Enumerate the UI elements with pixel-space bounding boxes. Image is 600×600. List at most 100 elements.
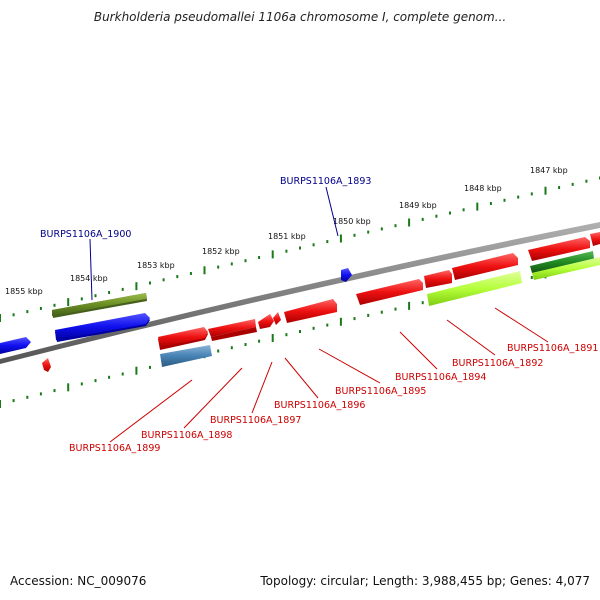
major-tick	[67, 298, 70, 307]
scale-label-1850: 1850 kbp	[333, 217, 371, 226]
minor-tick	[230, 262, 233, 266]
minor-tick	[380, 310, 383, 314]
gene-red-small-left[interactable]	[42, 358, 51, 372]
minor-tick	[149, 281, 151, 285]
gene-1898-red[interactable]	[208, 319, 257, 341]
minor-tick	[394, 307, 397, 311]
minor-tick	[258, 339, 261, 343]
gene-blue-left-edge[interactable]	[0, 337, 31, 354]
minor-tick	[530, 192, 533, 196]
gene-lime-2[interactable]	[532, 257, 600, 280]
gene-label-1898[interactable]: BURPS1106A_1898	[141, 430, 232, 441]
minor-tick	[217, 265, 220, 269]
gene-red-right-b[interactable]	[590, 232, 600, 246]
minor-tick	[299, 246, 301, 250]
minor-tick	[121, 372, 124, 376]
minor-tick	[244, 259, 247, 263]
major-tick	[408, 218, 411, 227]
major-tick	[408, 301, 411, 310]
leader-1896	[284, 357, 319, 399]
gene-lime-1[interactable]	[427, 271, 522, 306]
minor-tick	[299, 330, 301, 333]
scale-label-1847: 1847 kbp	[530, 166, 568, 175]
gene-label-1892[interactable]: BURPS1106A_1892	[452, 358, 543, 369]
gene-1900-olive[interactable]	[52, 293, 147, 318]
scale-label-1852: 1852 kbp	[202, 247, 240, 256]
minor-tick	[258, 256, 261, 259]
map-title: Burkholderia pseudomallei 1106a chromoso…	[93, 10, 507, 24]
minor-tick	[26, 395, 29, 399]
minor-tick	[489, 202, 492, 205]
gene-1897-red[interactable]	[258, 314, 274, 329]
minor-tick	[394, 224, 397, 228]
gene-label-1899[interactable]: BURPS1106A_1899	[69, 443, 160, 454]
minor-tick	[517, 195, 520, 199]
gene-label-1894[interactable]: BURPS1106A_1894	[395, 372, 486, 383]
minor-tick	[585, 179, 588, 183]
gene-1896-red-small[interactable]	[273, 312, 281, 325]
gene-blue-forward[interactable]	[55, 313, 150, 342]
minor-tick	[449, 211, 451, 215]
minor-tick	[367, 313, 370, 317]
chromosome-backbone	[0, 222, 600, 364]
minor-tick	[435, 214, 438, 218]
gene-1892-red[interactable]	[424, 270, 452, 288]
minor-tick	[353, 233, 356, 237]
gene-red-right-a[interactable]	[528, 237, 590, 261]
minor-tick	[121, 287, 124, 291]
gene-1895-red[interactable]	[284, 299, 337, 323]
minor-tick	[217, 349, 220, 353]
leader-1900	[89, 238, 93, 301]
leader-1899	[109, 379, 193, 443]
major-tick	[203, 266, 206, 275]
major-tick	[67, 383, 70, 392]
gene-label-1896[interactable]: BURPS1106A_1896	[274, 400, 365, 411]
minor-tick	[367, 230, 370, 234]
gene-1894-red[interactable]	[356, 279, 423, 305]
leader-1897	[251, 361, 273, 414]
gene-label-1895[interactable]: BURPS1106A_1895	[335, 386, 426, 397]
scale-label-1853: 1853 kbp	[137, 261, 175, 270]
major-tick	[271, 334, 274, 342]
scale-label-1855: 1855 kbp	[5, 287, 43, 296]
minor-tick	[39, 392, 42, 396]
minor-tick	[558, 186, 561, 189]
minor-tick	[244, 343, 247, 346]
minor-tick	[39, 307, 42, 310]
scale-label-1854: 1854 kbp	[70, 274, 108, 283]
minor-tick	[162, 278, 165, 282]
gene-label-1893[interactable]: BURPS1106A_1893	[280, 176, 371, 187]
minor-tick	[94, 379, 97, 383]
minor-tick	[149, 365, 151, 369]
minor-tick	[530, 276, 533, 279]
minor-tick	[326, 240, 329, 244]
accession-text: Accession: NC_009076	[10, 574, 147, 588]
minor-tick	[12, 399, 15, 403]
gene-darkgreen[interactable]	[530, 251, 594, 273]
gene-label-1897[interactable]: BURPS1106A_1897	[210, 415, 301, 426]
gene-label-1900[interactable]: BURPS1106A_1900	[40, 229, 131, 240]
minor-tick	[80, 297, 83, 301]
gene-label-1891[interactable]: BURPS1106A_1891	[507, 343, 598, 354]
genome-summary-text: Topology: circular; Length: 3,988,455 bp…	[260, 574, 590, 588]
major-tick	[0, 314, 1, 322]
gene-1899-red[interactable]	[158, 327, 208, 350]
minor-tick	[503, 198, 506, 202]
major-tick	[476, 202, 479, 211]
scale-label-1848: 1848 kbp	[464, 184, 502, 193]
minor-tick	[285, 333, 288, 337]
minor-tick	[176, 275, 179, 279]
gene-steel-blue[interactable]	[160, 345, 212, 367]
gene-1891-red[interactable]	[452, 253, 518, 280]
minor-tick	[421, 217, 424, 221]
minor-tick	[312, 243, 315, 247]
leader-1894	[399, 331, 438, 370]
minor-tick	[326, 323, 329, 327]
gene-1893-small-blue[interactable]	[341, 268, 352, 282]
minor-tick	[571, 182, 574, 186]
minor-tick	[108, 375, 111, 379]
leader-1893	[325, 186, 339, 237]
major-tick	[271, 250, 274, 259]
minor-tick	[230, 346, 233, 350]
